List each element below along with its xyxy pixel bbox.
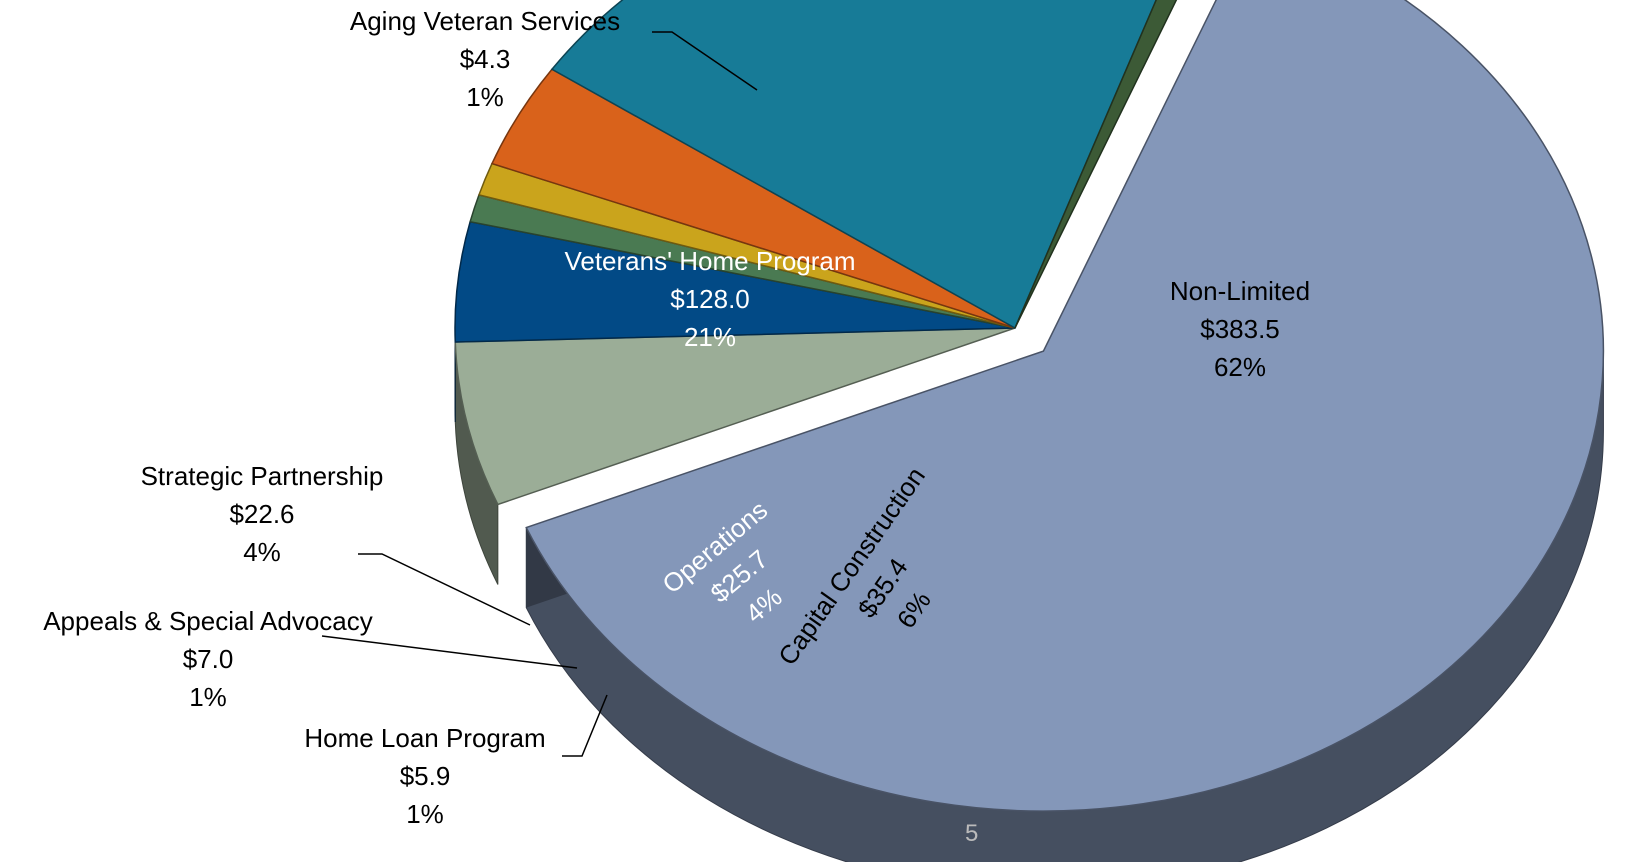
leader-aging-veteran-services: [652, 31, 758, 91]
label-non-limited: Non-Limited $383.5 62%: [1170, 276, 1310, 382]
leader-home-loan-program: [562, 694, 608, 757]
label-veterans-home-program: Veterans' Home Program $128.0 21%: [564, 246, 855, 352]
label-strategic-partnership: Strategic Partnership $22.6 4%: [141, 461, 384, 567]
pie-slices: [454, 0, 1605, 812]
leader-appeals-special-advocacy: [321, 635, 578, 669]
slice-veterans-home-program: [550, 0, 1158, 330]
leader-lines: [321, 31, 758, 757]
label-aging-veteran-services: Aging Veteran Services $4.3 1%: [350, 6, 620, 112]
leader-strategic-partnership: [358, 553, 531, 626]
label-appeals-special-advocacy: Appeals & Special Advocacy $7.0 1%: [43, 606, 373, 712]
label-home-loan-program: Home Loan Program $5.9 1%: [304, 723, 545, 829]
slice-aging-veteran-services: [1014, 0, 1178, 329]
page-number: 5: [965, 820, 979, 847]
slice-non-limited: [525, 0, 1605, 812]
slice-capital-construction: [454, 327, 1016, 506]
